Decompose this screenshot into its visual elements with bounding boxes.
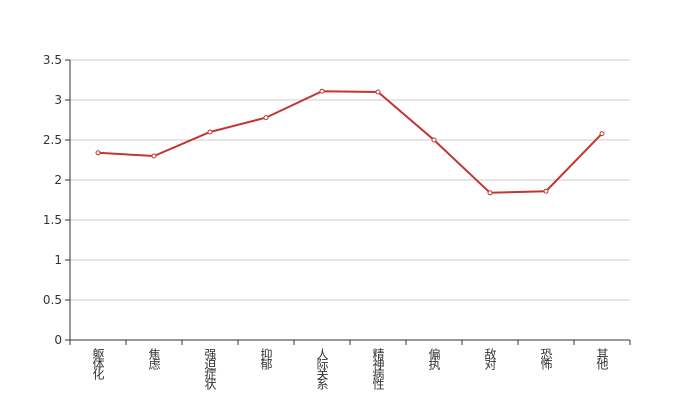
point bbox=[263, 115, 269, 121]
x-tick-label: 躯体化 bbox=[91, 347, 105, 381]
point bbox=[599, 131, 605, 137]
x-tick-label: 强迫症状 bbox=[203, 348, 217, 390]
y-tick-label: 0 bbox=[54, 333, 62, 347]
point bbox=[543, 188, 549, 194]
x-tick-label: 精神病性 bbox=[371, 348, 385, 391]
x-tick-label: 人际关系 bbox=[315, 348, 329, 390]
point bbox=[319, 88, 325, 94]
point bbox=[207, 129, 213, 135]
y-tick-label: 2.5 bbox=[43, 133, 62, 147]
y-tick-label: 1.5 bbox=[43, 213, 62, 227]
y-tick-label: 3.5 bbox=[43, 53, 62, 67]
x-tick-label: 恐怖 bbox=[539, 348, 553, 370]
point bbox=[487, 190, 493, 196]
x-tick-label: 抑郁 bbox=[259, 347, 273, 371]
point bbox=[151, 153, 157, 159]
y-tick-label: 0.5 bbox=[43, 293, 62, 307]
y-tick-label: 3 bbox=[54, 93, 62, 107]
line bbox=[97, 90, 603, 194]
y-tick-label: 1 bbox=[54, 253, 62, 267]
y-tick-label: 2 bbox=[54, 173, 62, 187]
x-tick-label: 焦虑 bbox=[147, 348, 161, 370]
x-tick-label: 敌对 bbox=[483, 347, 497, 370]
x-tick-label: 偏执 bbox=[427, 347, 441, 371]
x-tick-label: 其他 bbox=[595, 348, 609, 370]
point bbox=[375, 89, 381, 95]
point bbox=[95, 150, 101, 156]
point bbox=[431, 137, 437, 143]
